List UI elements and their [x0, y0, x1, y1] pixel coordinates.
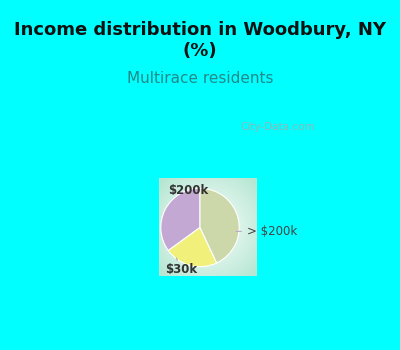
Text: Income distribution in Woodbury, NY
(%): Income distribution in Woodbury, NY (%) [14, 21, 386, 60]
Wedge shape [161, 188, 200, 251]
Text: > $200k: > $200k [236, 225, 297, 238]
Wedge shape [200, 188, 239, 263]
Text: $30k: $30k [165, 258, 197, 276]
Wedge shape [168, 228, 217, 267]
Text: $200k: $200k [168, 184, 208, 197]
Text: Multirace residents: Multirace residents [127, 71, 273, 86]
Text: City-Data.com: City-Data.com [240, 122, 315, 132]
